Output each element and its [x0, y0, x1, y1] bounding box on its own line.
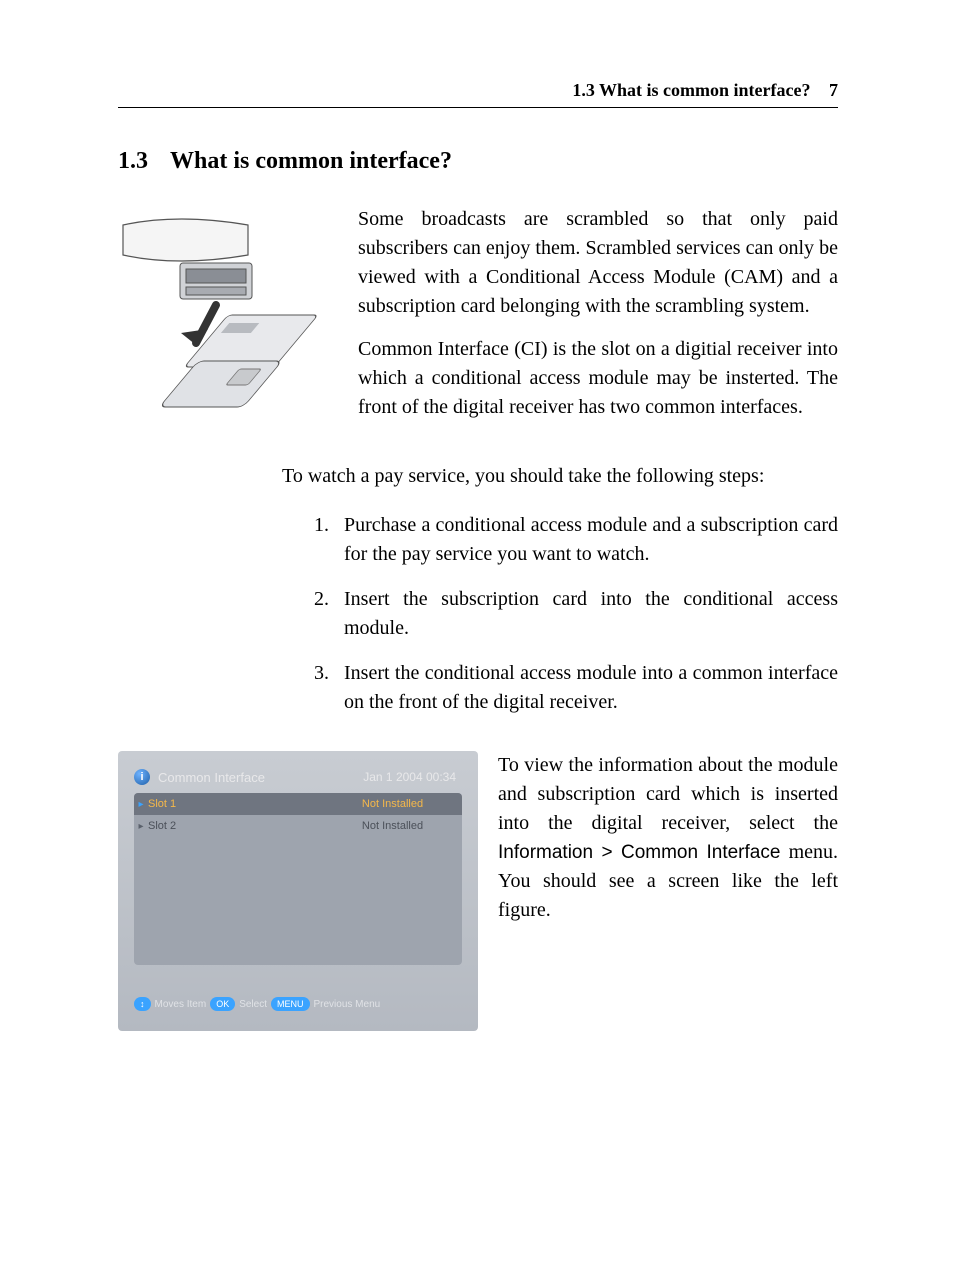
menu-footer-hints: Moves Item OK Select MENU Previous Menu: [134, 997, 380, 1011]
hint-prev: Previous Menu: [314, 999, 381, 1010]
slot-1-label: Slot 1: [148, 798, 323, 810]
running-title: 1.3 What is common interface?: [572, 80, 810, 100]
step-3: 3.Insert the conditional access module i…: [314, 659, 838, 717]
slot-row-1[interactable]: ▸ Slot 1 Not Installed: [134, 793, 462, 815]
menu-badge-icon: MENU: [271, 997, 310, 1011]
menu-path-info: Information: [498, 842, 593, 863]
slot-1-status: Not Installed: [323, 798, 462, 810]
slot-2-label: Slot 2: [148, 820, 323, 832]
steps-list: 1.Purchase a conditional access module a…: [314, 511, 838, 717]
step-2: 2.Insert the subscription card into the …: [314, 585, 838, 643]
section-heading: 1.3 What is common interface?: [118, 148, 838, 175]
step-1: 1.Purchase a conditional access module a…: [314, 511, 838, 569]
steps-lead: To watch a pay service, you should take …: [282, 462, 838, 491]
menu-title: Common Interface: [158, 770, 265, 785]
info-icon: i: [134, 769, 150, 785]
page-number: 7: [829, 80, 838, 100]
ok-badge-icon: OK: [210, 997, 235, 1011]
chevron-right-icon: ▸: [134, 799, 148, 810]
hint-moves: Moves Item: [155, 999, 207, 1010]
slot-2-status: Not Installed: [323, 820, 462, 832]
chevron-right-icon: ▸: [134, 821, 148, 832]
section-number: 1.3: [118, 148, 148, 174]
slot-table: ▸ Slot 1 Not Installed ▸ Slot 2 Not Inst…: [134, 793, 462, 965]
running-header: 1.3 What is common interface? 7: [118, 80, 838, 108]
slot-row-2[interactable]: ▸ Slot 2 Not Installed: [134, 815, 462, 837]
menu-path-ci: Common Interface: [621, 842, 780, 863]
section-title-text: What is common interface?: [170, 148, 452, 174]
menu-titlebar: i Common Interface Jan 1 2004 00:34: [134, 767, 462, 793]
receiver-menu-screenshot: i Common Interface Jan 1 2004 00:34 ▸ Sl…: [118, 751, 478, 1031]
cam-card-illustration: [118, 205, 338, 415]
hint-select: Select: [239, 999, 267, 1010]
arrows-badge-icon: [134, 997, 151, 1011]
menu-timestamp: Jan 1 2004 00:34: [363, 770, 456, 784]
